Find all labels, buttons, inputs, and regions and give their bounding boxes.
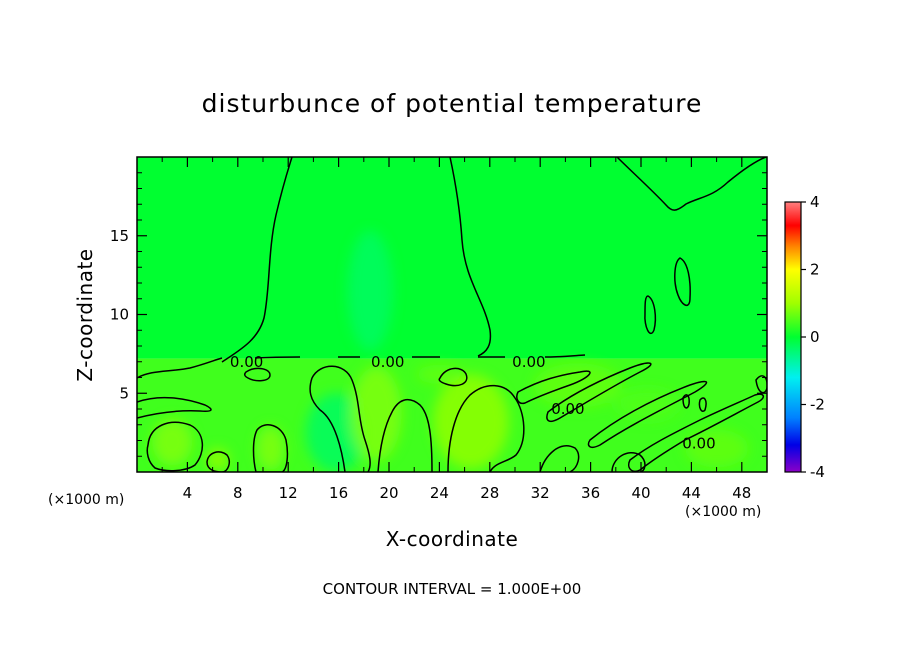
plot-area: 0.00 0.00 0.000.000.00 4 8 12 16 20 24 28 32 36 40 4… <box>110 156 768 502</box>
contour-lines <box>137 157 767 472</box>
contour-left-blob-a <box>146 421 203 472</box>
colorbar-ramp <box>784 201 802 473</box>
x-tick-label: 28 <box>480 484 499 502</box>
colorbar-tick-label: 4 <box>810 193 820 211</box>
contour-label: 0.00 <box>371 353 404 371</box>
colorbar-tick-label: -4 <box>810 463 825 481</box>
x-tick-label: 12 <box>279 484 298 502</box>
contour-small-right-1 <box>674 257 691 306</box>
y-tick-label: 5 <box>119 384 129 402</box>
field-anomaly <box>347 231 393 351</box>
x-tick-label: 16 <box>329 484 348 502</box>
contour-zero-center-plume-right <box>449 157 492 357</box>
x-tick-label: 4 <box>183 484 193 502</box>
x-unit-label-left: (×1000 m) <box>48 492 124 508</box>
x-tick-label: 44 <box>682 484 701 502</box>
contour-center-loop <box>438 367 468 387</box>
region-upper-background <box>137 157 767 359</box>
chart-title: disturbunce of potential temperature <box>202 89 703 118</box>
field-anomaly <box>256 426 285 471</box>
field-anomaly <box>533 363 623 408</box>
contour-label: 0.00 <box>230 353 263 371</box>
y-axis-ticks: 5 10 15 <box>110 172 767 457</box>
contour-right-mushroom <box>447 384 525 472</box>
contour-center-mushroom <box>377 398 433 472</box>
x-tick-label: 36 <box>581 484 600 502</box>
x-tick-label: 40 <box>631 484 650 502</box>
y-tick-label: 10 <box>110 306 129 324</box>
x-axis-title: X-coordinate <box>386 527 519 551</box>
contour-far-right-bits <box>682 375 767 412</box>
field-anomaly <box>152 418 193 466</box>
contour-right-lobe-2 <box>611 451 646 472</box>
x-tick-label: 8 <box>233 484 243 502</box>
x-axis-ticks: 4 8 12 16 20 24 28 32 36 40 44 48 <box>161 157 751 502</box>
colorbar-tick-label: 2 <box>810 261 820 279</box>
contour-right-streak-1 <box>516 370 591 405</box>
contour-left-blob-b <box>206 451 230 472</box>
contour-zero-upper-right <box>616 157 767 211</box>
contour-zero-center-plume <box>221 157 293 363</box>
contour-right-streak-4 <box>628 393 764 472</box>
x-tick-label: 24 <box>430 484 449 502</box>
field-anomaly <box>685 429 749 468</box>
contour-left-blob-c <box>252 424 289 472</box>
y-axis-title: Z-coordinate <box>73 248 97 381</box>
contour-right-streak-3 <box>587 380 708 448</box>
colorbar-tick-label: -2 <box>810 396 825 414</box>
colorbar: 4 2 0 -2 -4 <box>784 193 825 481</box>
y-tick-label: 15 <box>110 227 129 245</box>
contour-small-right-2 <box>644 295 657 335</box>
x-unit-label-right: (×1000 m) <box>685 504 761 520</box>
contour-right-lobe <box>539 445 580 472</box>
field-anomaly <box>433 374 509 469</box>
x-tick-label: 48 <box>732 484 751 502</box>
colorbar-ticks: 4 2 0 -2 -4 <box>801 193 825 481</box>
contour-left-layer <box>137 396 212 419</box>
contour-label: 0.00 <box>512 353 545 371</box>
x-tick-label: 20 <box>379 484 398 502</box>
contour-label: 0.00 <box>682 435 715 453</box>
contour-labels: 0.00 0.00 0.00 0.00 0.00 <box>230 353 716 453</box>
contour-center-plume-lower <box>309 365 371 472</box>
contour-interval-note: CONTOUR INTERVAL = 1.000E+00 <box>323 580 582 598</box>
contour-left-small <box>243 367 271 382</box>
x-tick-label: 32 <box>531 484 550 502</box>
contour-right-streak-2 <box>546 362 652 423</box>
colorbar-tick-label: 0 <box>810 328 820 346</box>
contour-label: 0.00 <box>551 400 584 418</box>
contour-zero-interface <box>137 354 586 379</box>
